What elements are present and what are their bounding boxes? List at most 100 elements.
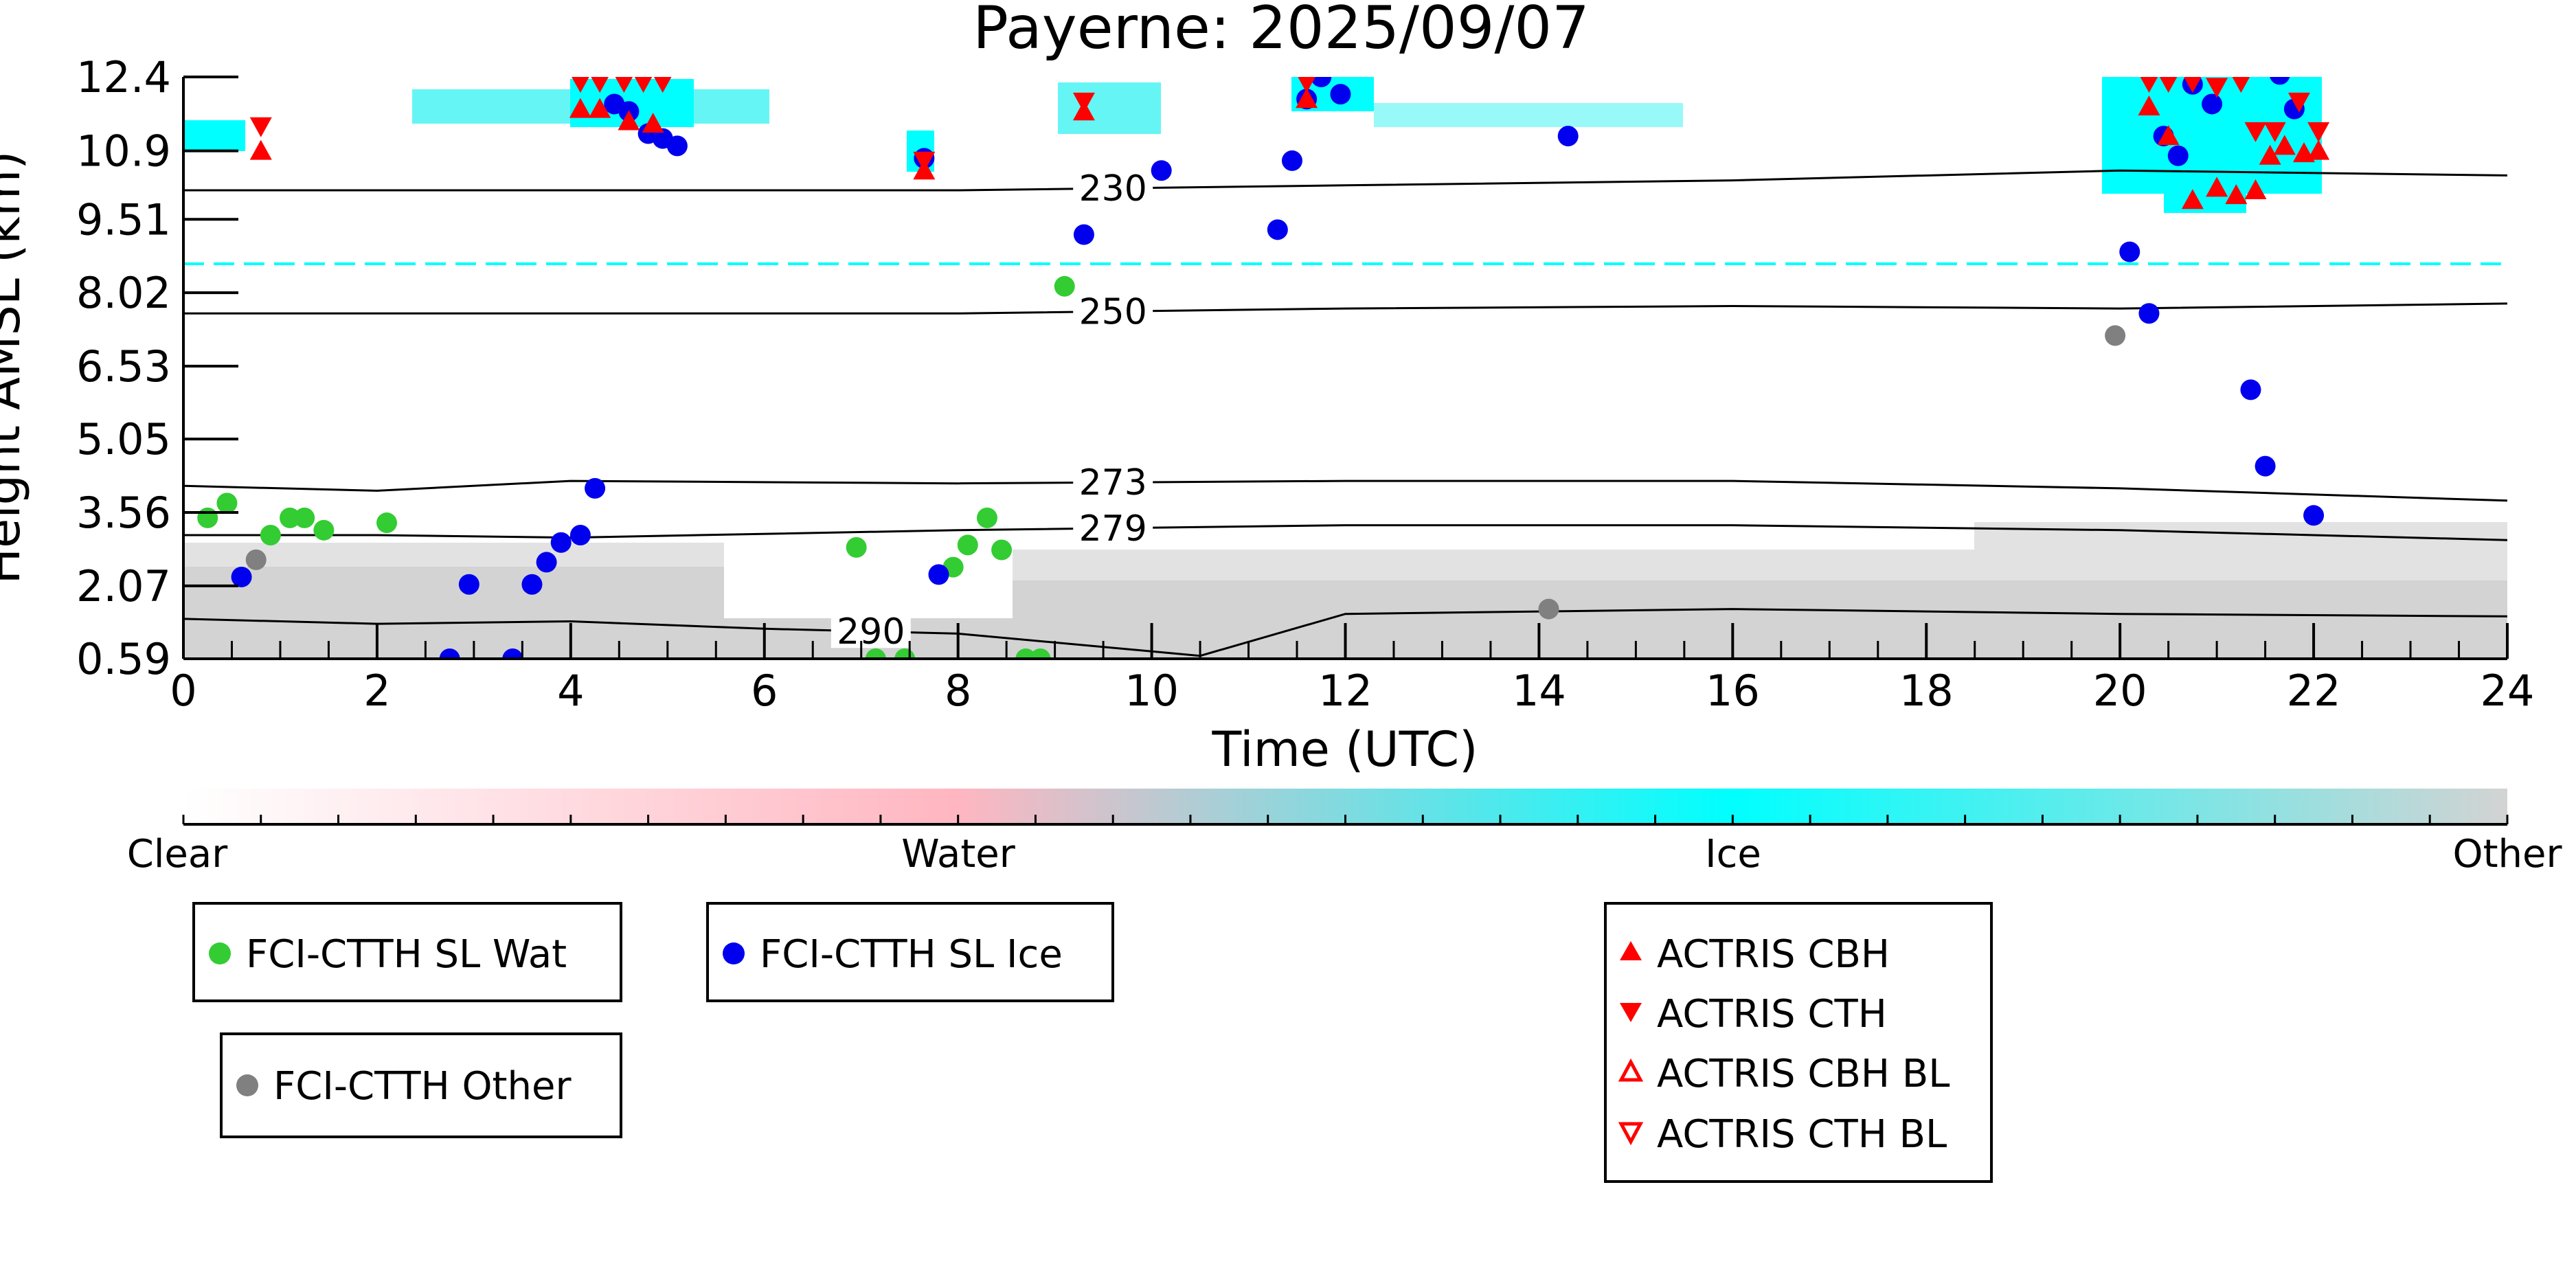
marker-fci-ctth-sl-wat <box>294 507 315 528</box>
marker-fci-ctth-sl-ice <box>2240 379 2261 400</box>
marker-fci-ctth-sl-ice <box>1557 126 1579 147</box>
marker-fci-ctth-sl-ice <box>1330 84 1351 105</box>
marker-fci-ctth-sl-wat <box>376 512 398 534</box>
marker-actris-cth <box>2184 77 2202 93</box>
x-tick-label: 6 <box>751 666 778 716</box>
marker-actris-cbh <box>2206 177 2228 197</box>
marker-fci-ctth-sl-ice <box>521 574 543 595</box>
marker-fci-ctth-sl-ice <box>458 574 479 595</box>
contour-label-279: 279 <box>1079 508 1147 550</box>
marker-fci-ctth-sl-ice <box>1073 224 1094 245</box>
marker-fci-ctth-sl-ice <box>2255 455 2276 477</box>
marker-actris-cth <box>2232 77 2250 93</box>
y-tick-label: 5.05 <box>76 414 171 464</box>
marker-fci-ctth-sl-ice <box>666 135 688 157</box>
marker-actris-cbh <box>2244 179 2267 199</box>
cloud-classification-image <box>183 77 2507 659</box>
colorbar: Clear Water Ice Other <box>127 789 2562 877</box>
y-tick-label: 10.9 <box>76 126 171 177</box>
marker-fci-ctth-sl-ice <box>2202 93 2223 115</box>
marker-actris-cbh <box>618 110 640 131</box>
marker-fci-ctth-sl-ice <box>1311 77 1332 87</box>
marker-actris-cth <box>572 77 589 93</box>
legend-label-wat: FCI-CTTH SL Wat <box>246 932 567 977</box>
legend-marker-cth <box>1620 1003 1642 1022</box>
y-axis-title: Height AMSL (km) <box>0 151 31 585</box>
marker-actris-cth <box>2244 122 2267 142</box>
marker-fci-ctth-sl-ice <box>585 477 606 499</box>
marker-actris-cth <box>2206 78 2228 98</box>
x-tick-label: 4 <box>557 666 584 716</box>
marker-actris-cth <box>653 77 672 93</box>
marker-fci-ctth-sl-ice <box>536 552 557 573</box>
legend-marker-cbh-bl <box>1618 1058 1644 1082</box>
contour-line-230 <box>183 169 2507 192</box>
legend-label-ice: FCI-CTTH SL Ice <box>760 932 1063 977</box>
marker-actris-cbh <box>589 98 611 118</box>
contour-line-250 <box>183 302 2507 315</box>
contour-label-bg <box>1073 463 1153 499</box>
marker-actris-cth <box>615 77 633 93</box>
marker-fci-ctth-sl-ice <box>1151 160 1172 181</box>
other-class-region <box>1974 522 2507 580</box>
legend-other: FCI-CTTH Other <box>220 1032 622 1138</box>
marker-fci-ctth-sl-wat <box>197 507 218 528</box>
legend-marker-cbh <box>1620 941 1642 960</box>
marker-fci-ctth-sl-ice <box>2119 241 2140 262</box>
marker-actris-cth <box>913 151 936 172</box>
x-tick-label: 10 <box>1125 666 1179 716</box>
marker-fci-ctth-sl-wat <box>260 524 281 545</box>
marker-fci-ctth-sl-wat <box>280 507 301 528</box>
marker-fci-ctth-other <box>245 549 267 570</box>
contour-label-bg <box>1073 292 1153 328</box>
contour-label-273: 273 <box>1079 462 1147 504</box>
marker-fci-ctth-sl-ice <box>2270 77 2290 85</box>
legend-wat: FCI-CTTH SL Wat <box>192 902 622 1002</box>
x-tick-label: 16 <box>1706 666 1760 716</box>
legend-label-cth-bl: ACTRIS CTH BL <box>1657 1112 1947 1157</box>
contour-label-bg <box>1073 169 1153 205</box>
contour-label-bg <box>1073 508 1153 545</box>
marker-actris-cth <box>1072 92 1095 113</box>
x-tick-label: 8 <box>945 666 971 716</box>
x-tick-label: 14 <box>1512 666 1566 716</box>
other-class-region <box>1013 577 2507 659</box>
marker-fci-ctth-sl-ice <box>502 648 523 659</box>
y-tick-label: 2.07 <box>76 561 171 611</box>
ice-class-region <box>183 120 245 151</box>
marker-actris-cth <box>2263 122 2286 142</box>
colorbar-label-water: Water <box>901 832 1016 877</box>
contour-line-273 <box>183 479 2507 502</box>
marker-fci-ctth-sl-wat <box>1030 648 1051 659</box>
legend-label-cth: ACTRIS CTH <box>1657 992 1887 1037</box>
y-ticks: 0.59 2.07 3.56 5.05 6.53 8.02 9.51 10.9 12.4 <box>76 52 238 684</box>
marker-actris-cbh <box>2138 95 2160 116</box>
colorbar-label-other: Other <box>2452 832 2562 877</box>
marker-actris-cbh <box>2157 125 2180 146</box>
marker-fci-ctth-sl-wat <box>846 536 867 558</box>
marker-actris-cth <box>2159 77 2178 93</box>
marker-actris-cth <box>249 117 272 137</box>
y-tick-label: 8.02 <box>76 268 171 318</box>
other-class-region <box>183 563 724 659</box>
legend-ice: FCI-CTTH SL Ice <box>706 902 1114 1002</box>
marker-actris-cth <box>2287 92 2310 113</box>
y-tick-label: 3.56 <box>76 488 171 538</box>
contour-label-230: 230 <box>1079 168 1147 210</box>
marker-fci-ctth-sl-wat <box>865 648 886 659</box>
marker-fci-ctth-sl-wat <box>991 539 1013 561</box>
marker-fci-ctth-sl-ice <box>550 532 572 553</box>
legend-marker-other <box>236 1074 258 1096</box>
legend-marker-wat <box>209 942 231 964</box>
y-tick-label: 6.53 <box>76 341 171 392</box>
marker-actris-cbh <box>2181 189 2204 210</box>
marker-actris-cth <box>634 77 653 93</box>
marker-fci-ctth-sl-ice <box>231 566 252 587</box>
marker-fci-ctth-sl-ice <box>2138 303 2160 324</box>
marker-fci-ctth-sl-ice <box>1267 219 1288 240</box>
marker-fci-ctth-other <box>2105 325 2126 346</box>
marker-fci-ctth-other <box>1538 598 1559 620</box>
x-tick-label: 12 <box>1318 666 1372 716</box>
marker-actris-cbh <box>569 98 591 118</box>
